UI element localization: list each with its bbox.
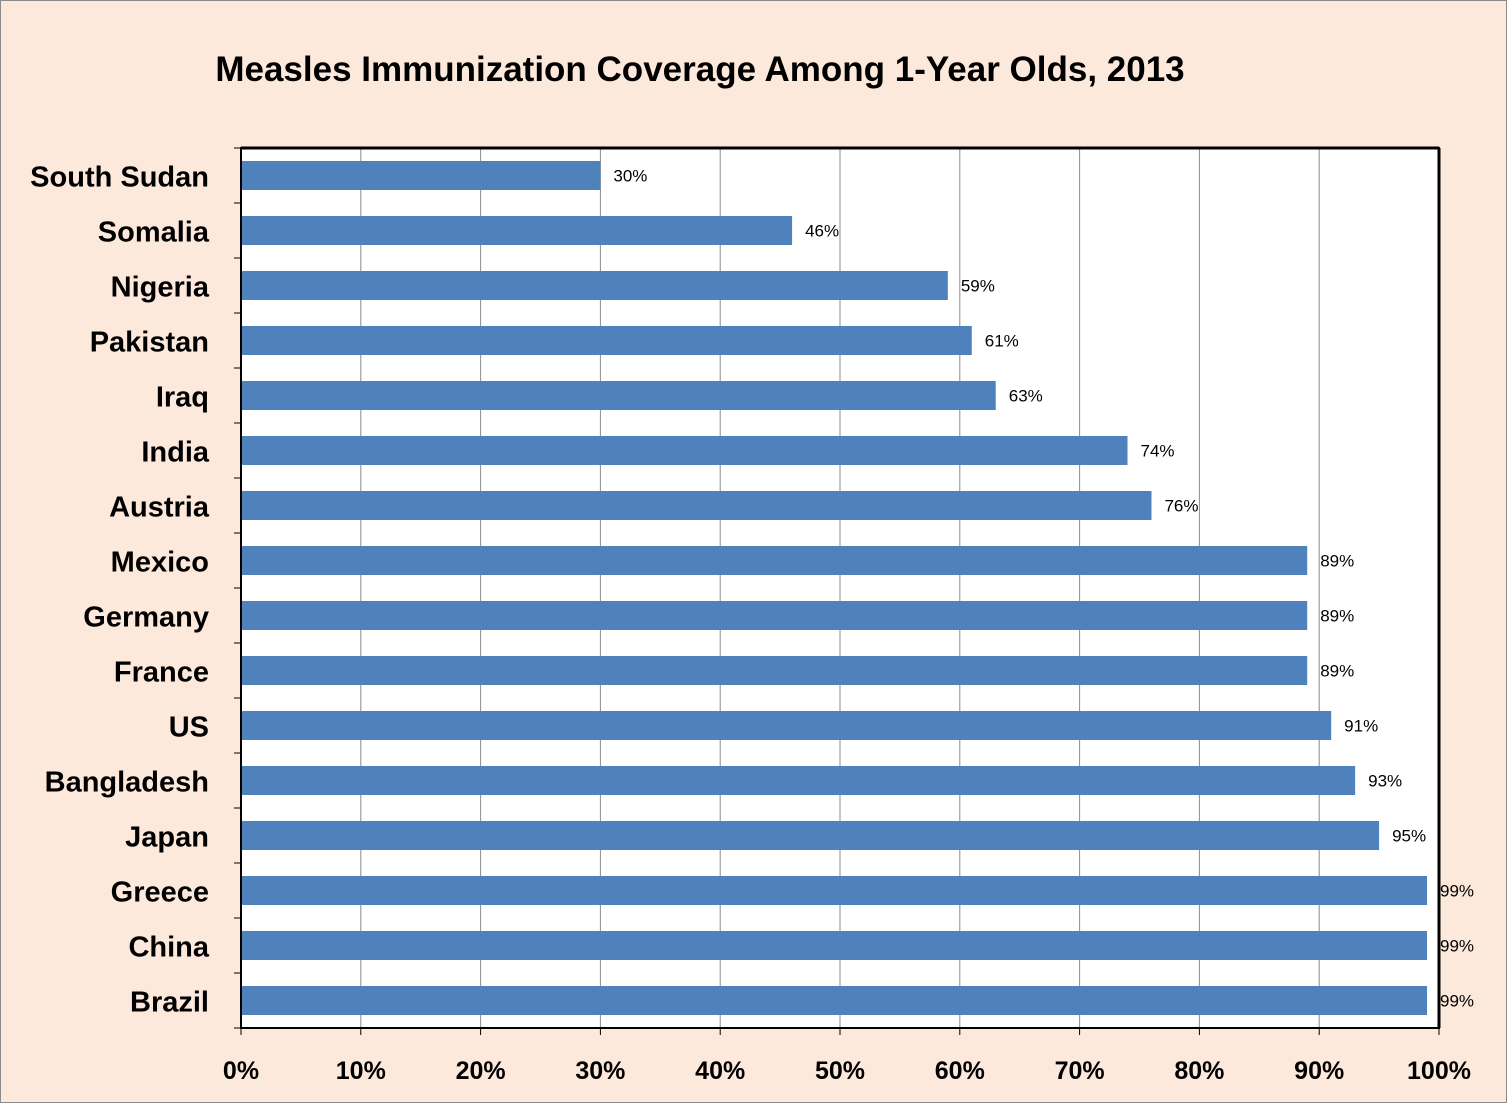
bar — [241, 766, 1356, 795]
data-label: 59% — [961, 277, 995, 296]
bar — [241, 876, 1428, 905]
data-label: 89% — [1320, 607, 1354, 626]
data-label: 46% — [805, 222, 839, 241]
category-label: Mexico — [111, 547, 209, 579]
bar — [241, 601, 1308, 630]
x-tick-label: 30% — [575, 1057, 625, 1085]
category-label: Greece — [111, 877, 209, 909]
bar — [241, 161, 601, 190]
data-label: 76% — [1164, 497, 1198, 516]
bar — [241, 381, 996, 410]
category-label: Pakistan — [90, 327, 209, 359]
x-tick-label: 50% — [815, 1057, 865, 1085]
data-label: 61% — [985, 332, 1019, 351]
data-label: 99% — [1440, 937, 1474, 956]
bar — [241, 271, 948, 300]
category-label: Austria — [109, 492, 210, 524]
bar — [241, 436, 1128, 465]
x-tick-label: 100% — [1407, 1057, 1471, 1085]
x-tick-label: 20% — [456, 1057, 506, 1085]
data-label: 91% — [1344, 717, 1378, 736]
x-tick-label: 70% — [1055, 1057, 1105, 1085]
category-label: Germany — [83, 602, 209, 634]
category-label: China — [128, 932, 209, 964]
bar — [241, 216, 793, 245]
category-label: South Sudan — [30, 162, 209, 194]
category-label: US — [169, 712, 209, 744]
bar — [241, 711, 1332, 740]
data-label: 89% — [1320, 662, 1354, 681]
data-label: 93% — [1368, 772, 1402, 791]
data-label: 99% — [1440, 992, 1474, 1011]
category-label: Bangladesh — [45, 767, 209, 799]
bar — [241, 821, 1380, 850]
category-label: India — [141, 437, 210, 469]
data-label: 63% — [1009, 387, 1043, 406]
data-label: 89% — [1320, 552, 1354, 571]
category-label: Brazil — [130, 987, 209, 1019]
x-tick-label: 60% — [935, 1057, 985, 1085]
x-tick-label: 10% — [336, 1057, 386, 1085]
x-tick-label: 0% — [223, 1057, 259, 1085]
bar — [241, 986, 1428, 1015]
x-tick-label: 90% — [1294, 1057, 1344, 1085]
x-tick-label: 80% — [1174, 1057, 1224, 1085]
category-label: Somalia — [98, 217, 210, 249]
chart-title: Measles Immunization Coverage Among 1-Ye… — [215, 50, 1185, 89]
bar — [241, 546, 1308, 575]
bar — [241, 491, 1152, 520]
x-tick-label: 40% — [695, 1057, 745, 1085]
bar — [241, 931, 1428, 960]
data-label: 95% — [1392, 827, 1426, 846]
bar — [241, 656, 1308, 685]
bar — [241, 326, 972, 355]
data-label: 74% — [1141, 442, 1175, 461]
data-label: 99% — [1440, 882, 1474, 901]
category-label: Nigeria — [111, 272, 210, 304]
category-label: Japan — [125, 822, 209, 854]
category-label: France — [114, 657, 209, 689]
data-label: 30% — [613, 167, 647, 186]
category-label: Iraq — [156, 382, 209, 414]
